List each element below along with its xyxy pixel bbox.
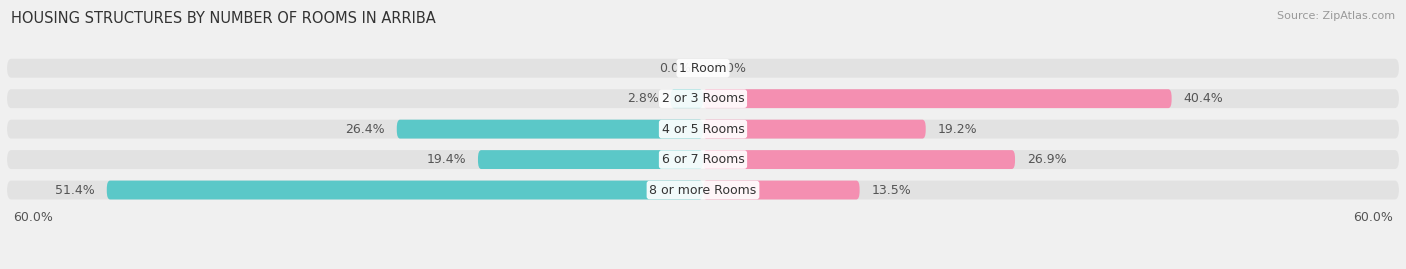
- FancyBboxPatch shape: [478, 150, 703, 169]
- Text: 13.5%: 13.5%: [872, 183, 911, 197]
- Text: 26.9%: 26.9%: [1026, 153, 1066, 166]
- Text: 2.8%: 2.8%: [627, 92, 659, 105]
- FancyBboxPatch shape: [7, 120, 1399, 139]
- FancyBboxPatch shape: [703, 89, 1171, 108]
- Text: 51.4%: 51.4%: [55, 183, 96, 197]
- Text: 8 or more Rooms: 8 or more Rooms: [650, 183, 756, 197]
- Text: 19.4%: 19.4%: [427, 153, 467, 166]
- FancyBboxPatch shape: [703, 120, 925, 139]
- FancyBboxPatch shape: [396, 120, 703, 139]
- FancyBboxPatch shape: [671, 89, 703, 108]
- Text: 40.4%: 40.4%: [1184, 92, 1223, 105]
- FancyBboxPatch shape: [7, 150, 1399, 169]
- Text: 0.0%: 0.0%: [659, 62, 692, 75]
- Text: 60.0%: 60.0%: [1354, 211, 1393, 224]
- Text: 19.2%: 19.2%: [938, 123, 977, 136]
- Text: HOUSING STRUCTURES BY NUMBER OF ROOMS IN ARRIBA: HOUSING STRUCTURES BY NUMBER OF ROOMS IN…: [11, 11, 436, 26]
- FancyBboxPatch shape: [703, 150, 1015, 169]
- FancyBboxPatch shape: [107, 180, 703, 200]
- Text: 6 or 7 Rooms: 6 or 7 Rooms: [662, 153, 744, 166]
- Text: Source: ZipAtlas.com: Source: ZipAtlas.com: [1277, 11, 1395, 21]
- Text: 0.0%: 0.0%: [714, 62, 747, 75]
- FancyBboxPatch shape: [7, 180, 1399, 200]
- Text: 1 Room: 1 Room: [679, 62, 727, 75]
- FancyBboxPatch shape: [7, 59, 1399, 78]
- Text: 26.4%: 26.4%: [346, 123, 385, 136]
- Text: 2 or 3 Rooms: 2 or 3 Rooms: [662, 92, 744, 105]
- Text: 4 or 5 Rooms: 4 or 5 Rooms: [662, 123, 744, 136]
- Text: 60.0%: 60.0%: [13, 211, 52, 224]
- FancyBboxPatch shape: [7, 89, 1399, 108]
- FancyBboxPatch shape: [703, 180, 859, 200]
